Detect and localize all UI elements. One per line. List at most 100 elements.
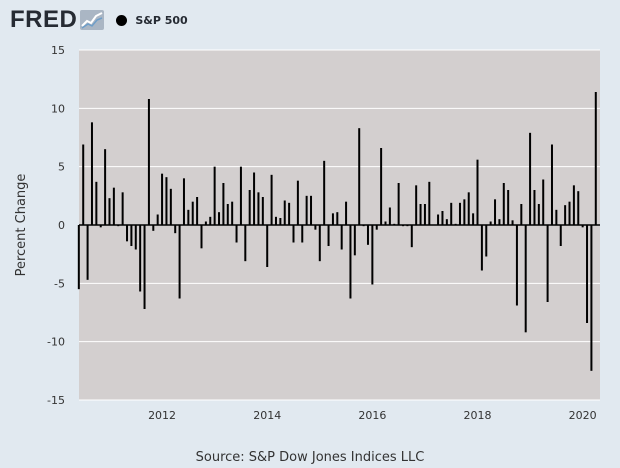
bar — [218, 212, 221, 225]
bar — [402, 225, 405, 227]
bar — [108, 198, 111, 225]
bar — [555, 209, 558, 225]
bar — [502, 183, 505, 225]
bar — [147, 99, 150, 225]
bar — [472, 213, 475, 225]
bar — [156, 214, 159, 225]
bar — [117, 225, 120, 227]
bar — [191, 201, 194, 225]
bar — [323, 160, 326, 225]
bar — [362, 225, 365, 227]
bar — [126, 225, 129, 242]
y-axis-label: Percent Change — [14, 174, 29, 277]
bar — [441, 211, 444, 225]
bar — [169, 188, 172, 225]
bar — [130, 225, 133, 246]
bar — [454, 223, 457, 225]
bar — [235, 225, 238, 243]
bars — [77, 92, 597, 371]
bar — [542, 179, 545, 225]
x-tick-labels: 2012 2014 2016 2018 2020 — [148, 409, 597, 422]
bar — [257, 192, 260, 225]
bar — [349, 225, 352, 299]
bar — [336, 212, 339, 225]
bar — [546, 225, 549, 302]
bar — [463, 199, 466, 225]
bar — [253, 172, 256, 225]
bar — [196, 197, 199, 225]
bar — [86, 225, 89, 280]
bar — [266, 225, 269, 267]
bar — [371, 225, 374, 285]
bar — [358, 128, 361, 225]
bar — [112, 187, 115, 225]
bar — [586, 225, 589, 323]
bar — [366, 225, 369, 245]
bar — [515, 225, 518, 306]
y-tick-label: 10 — [51, 102, 65, 115]
legend-series-label: S&P 500 — [135, 13, 188, 27]
bar — [239, 166, 242, 225]
bar — [279, 218, 282, 225]
bar — [288, 202, 291, 225]
bar — [476, 159, 479, 225]
y-tick-label: -10 — [47, 336, 65, 349]
source-note: Source: S&P Dow Jones Indices LLC — [195, 450, 425, 465]
bar — [95, 181, 98, 225]
y-tick-label: 0 — [58, 219, 65, 232]
bar — [507, 190, 510, 225]
bar — [524, 225, 527, 333]
bar — [533, 190, 536, 225]
bar — [134, 225, 137, 250]
chart: 15 10 5 0 -5 -10 -15 2012 2014 2016 2018 2020 Perc… — [14, 44, 600, 422]
bar — [467, 192, 470, 225]
gridlines — [79, 49, 600, 401]
bar — [200, 225, 203, 249]
graph-logo-icon — [80, 10, 105, 30]
bar — [182, 178, 185, 225]
legend-series-marker — [116, 14, 128, 26]
bar — [423, 204, 426, 225]
legend: S&P 500 — [116, 13, 188, 27]
x-tick-label: 2018 — [464, 409, 492, 422]
fred-logo[interactable]: FRED — [10, 6, 78, 33]
bar — [594, 92, 597, 225]
bar — [213, 166, 216, 225]
bar — [520, 204, 523, 225]
bar — [559, 225, 562, 246]
bar — [331, 213, 334, 225]
bar — [222, 183, 225, 225]
bar — [489, 221, 492, 225]
y-tick-label: 15 — [51, 44, 65, 57]
bar — [327, 225, 330, 246]
bar — [380, 148, 383, 225]
bar — [231, 201, 234, 225]
bar — [143, 225, 146, 309]
bar — [568, 201, 571, 225]
bar — [139, 225, 142, 292]
bar — [226, 204, 229, 225]
bar — [480, 225, 483, 271]
bar — [270, 174, 273, 225]
bar — [581, 225, 584, 228]
bar — [590, 225, 593, 371]
bar — [204, 221, 207, 225]
bar — [450, 202, 453, 225]
bar — [445, 219, 448, 225]
bar — [292, 225, 295, 243]
bar — [318, 225, 321, 262]
bar — [458, 202, 461, 225]
bar — [261, 197, 264, 225]
bar — [428, 181, 431, 225]
bar — [388, 207, 391, 225]
bar — [314, 225, 317, 230]
bar — [152, 225, 155, 231]
bar — [511, 220, 514, 225]
bar — [550, 144, 553, 225]
bar — [432, 225, 435, 226]
bar — [384, 221, 387, 225]
bar — [410, 225, 413, 248]
y-tick-label: 5 — [58, 161, 65, 174]
x-tick-label: 2012 — [148, 409, 176, 422]
bar — [99, 225, 102, 228]
